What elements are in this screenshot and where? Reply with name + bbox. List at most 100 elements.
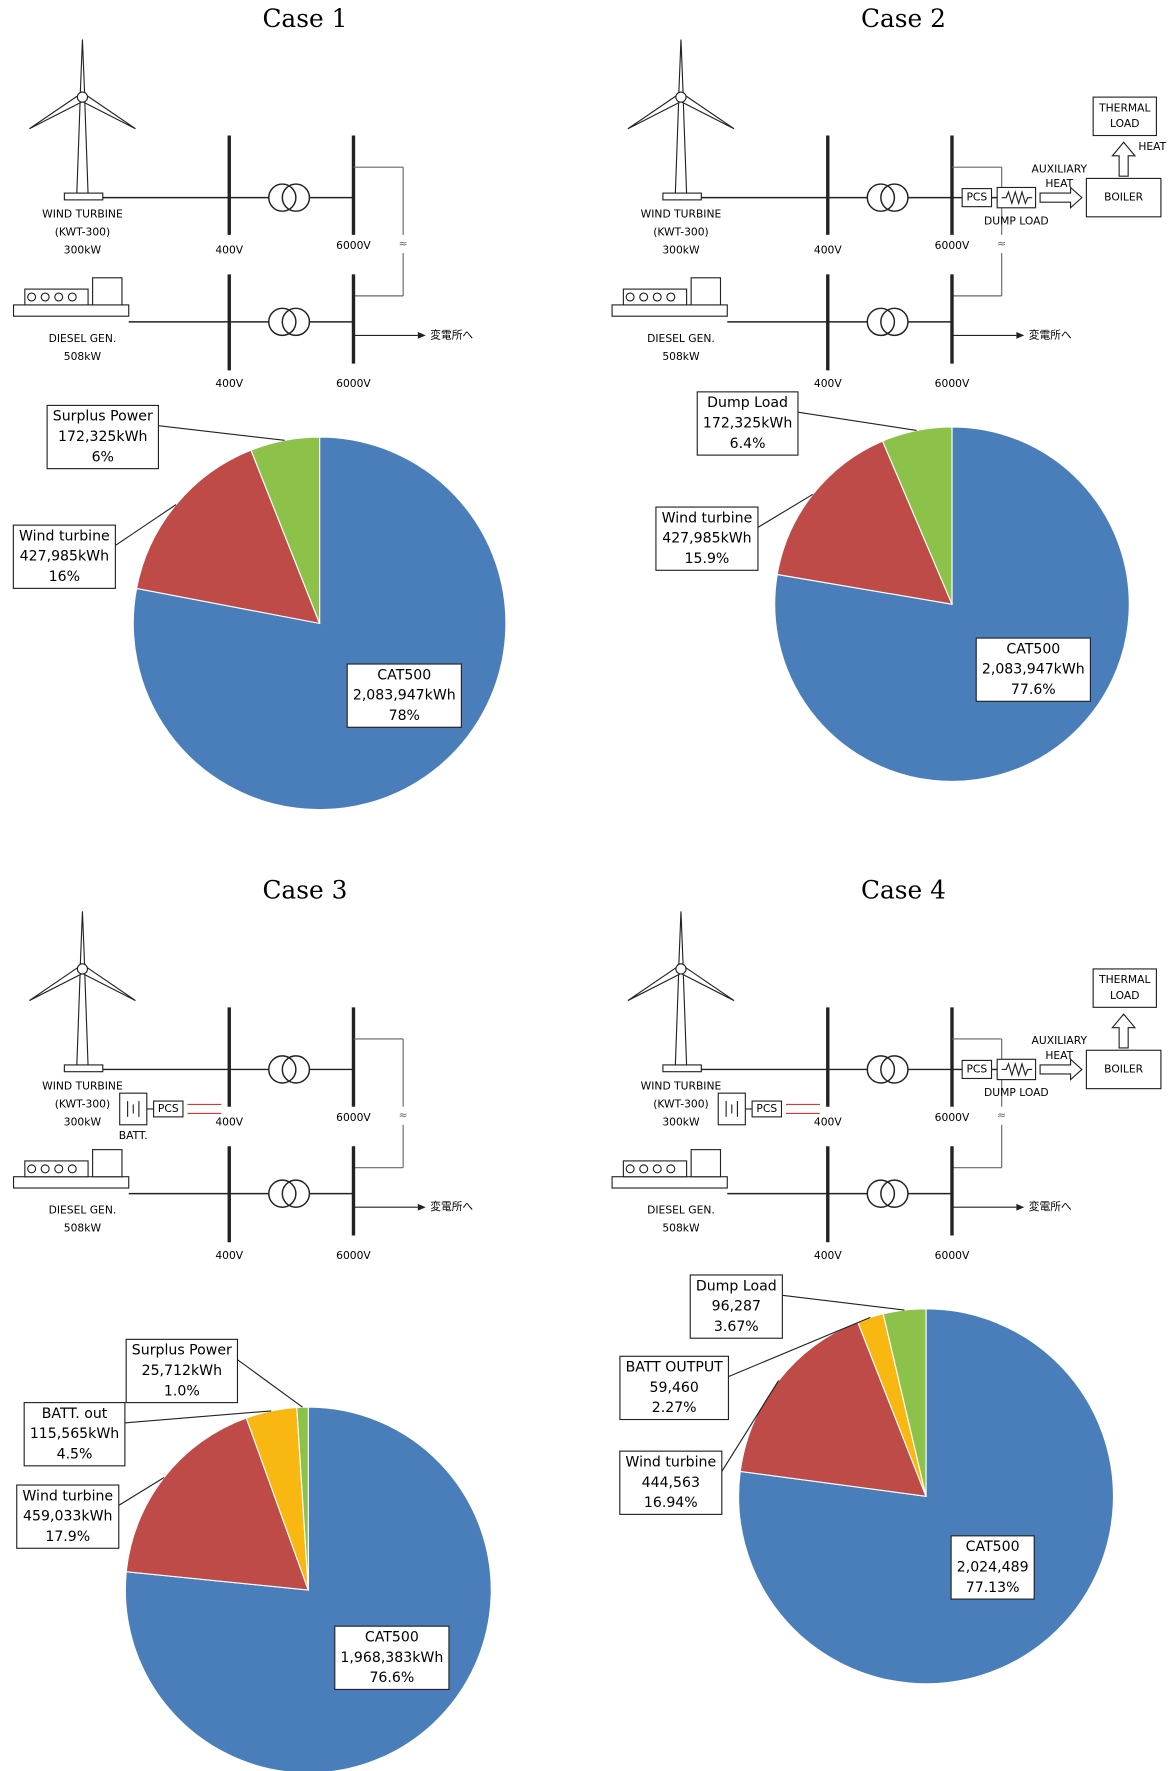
turbine-blade: [680, 965, 735, 1002]
diesel-generator: [92, 277, 123, 306]
break-mark: ≈: [997, 237, 1006, 250]
diagram-label: 6000V: [336, 1111, 371, 1124]
data-label-box: [696, 391, 799, 456]
leader-line: [118, 1476, 165, 1506]
arrow-head: [417, 332, 426, 339]
leader-line: [115, 504, 177, 546]
diagram-label: 400V: [814, 1249, 842, 1262]
pie-slice: [881, 426, 953, 605]
diesel-cylinder: [67, 1164, 77, 1174]
diagram-label: 6000V: [935, 1111, 970, 1124]
pie-slice: [125, 1417, 310, 1591]
data-label: 3.67%: [714, 1319, 759, 1335]
transformer: [281, 1179, 311, 1208]
data-label: 172,325kWh: [703, 415, 792, 431]
turbine-tower: [674, 98, 688, 195]
diagram-label: 400V: [814, 244, 842, 257]
diagram: WIND TURBINE (KWT-300) 300kW DIESEL GEN. 508…: [611, 39, 1167, 390]
transformer: [268, 1179, 297, 1208]
data-label: 16.94%: [644, 1495, 698, 1511]
pie-slice: [135, 449, 321, 625]
data-label-box: [619, 1355, 730, 1421]
diagram-label: DIESEL GEN.: [647, 332, 715, 345]
data-label: CAT500: [966, 1539, 1020, 1555]
transformer: [281, 307, 311, 337]
data-label: 1.0%: [164, 1383, 200, 1399]
arrow-head: [1016, 1203, 1025, 1211]
diesel-cylinder: [67, 292, 77, 302]
data-label: 4.5%: [57, 1447, 93, 1463]
diesel-base: [12, 304, 130, 317]
data-label: BATT. out: [42, 1406, 108, 1422]
data-label-box: [346, 663, 462, 728]
break-mark: ≈: [997, 1109, 1006, 1122]
diagram-label: THERMAL: [1098, 101, 1150, 114]
data-label: 17.9%: [45, 1529, 90, 1545]
data-label: 1,968,383kWh: [340, 1650, 443, 1666]
figure-content: WIND TURBINE (KWT-300) 300kW DIESEL GEN. 508…: [12, 4, 1167, 1771]
diagram-label: DIESEL GEN.: [49, 1204, 117, 1217]
diagram-label: THERMAL: [1098, 973, 1150, 986]
diagram-label: 6000V: [935, 239, 970, 252]
data-label: 427,985kWh: [20, 549, 109, 565]
thermal-load-box: [1092, 96, 1157, 137]
arrow-head: [1016, 332, 1025, 339]
diagram-label: 6000V: [935, 1249, 970, 1262]
data-label: 15.9%: [685, 551, 730, 567]
heat-arrow: [1039, 1058, 1083, 1081]
diesel-cylinder: [652, 292, 662, 302]
diagram-label: HEAT: [1138, 140, 1166, 153]
data-label: 6.4%: [730, 436, 766, 452]
diagram-label: 400V: [215, 1116, 243, 1129]
pie-slice: [296, 1406, 309, 1591]
diesel-generator: [690, 1149, 722, 1178]
diagram-label: 6000V: [336, 377, 371, 390]
diagram-label: BATT.: [119, 1129, 148, 1142]
diagram-label: 6000V: [336, 239, 371, 252]
thermal-load-box: [1092, 968, 1157, 1008]
diesel-base: [611, 1176, 728, 1189]
data-label: Dump Load: [707, 395, 788, 411]
data-label-box: [334, 1625, 450, 1690]
heat-arrow: [1039, 186, 1083, 210]
data-label: Wind turbine: [662, 510, 753, 526]
transformer: [866, 183, 896, 212]
data-label-box: [12, 524, 116, 589]
diesel-cylinder: [625, 1164, 635, 1174]
leader-line: [797, 411, 917, 432]
data-label-box: [655, 506, 759, 571]
turbine-hub: [675, 963, 687, 975]
data-label: 427,985kWh: [662, 531, 751, 547]
leader-line: [721, 1380, 780, 1472]
chart-title: Case 2: [861, 4, 946, 33]
break-mark: ≈: [399, 237, 408, 250]
diagram-label: WIND TURBINE: [641, 1079, 722, 1092]
data-label: 172,325kWh: [58, 429, 147, 445]
diesel-cylinder: [27, 1164, 37, 1174]
pcs-box: [153, 1100, 184, 1118]
data-label: 6%: [92, 449, 114, 465]
data-label: 25,712kWh: [142, 1363, 222, 1379]
diagram-label: 変電所へ: [1029, 328, 1072, 341]
data-label: 2.27%: [652, 1400, 697, 1416]
diesel-cylinder: [40, 292, 50, 302]
chart-title: Case 1: [262, 4, 347, 33]
chart-title: Case 4: [861, 876, 946, 905]
diesel-cylinder: [54, 1164, 64, 1174]
data-label-box: [16, 1484, 120, 1549]
diagram-label: DIESEL GEN.: [49, 332, 117, 345]
diesel-base: [12, 1176, 130, 1189]
diagram-label: 400V: [215, 1249, 243, 1262]
data-label: BATT OUTPUT: [626, 1360, 724, 1376]
diagram-label: (KWT-300): [55, 1097, 111, 1110]
data-label: Wind turbine: [19, 528, 110, 544]
data-label: 16%: [49, 569, 80, 585]
turbine-blade: [678, 911, 684, 969]
break-mark: ≈: [399, 1109, 408, 1122]
diagram-label: LOAD: [1110, 989, 1139, 1002]
diagram-label: 508kW: [662, 350, 700, 363]
turbine-blade: [678, 39, 684, 97]
arrow-head: [417, 1203, 426, 1211]
turbine-tower: [76, 970, 89, 1067]
diagram-label: BOILER: [1104, 1062, 1144, 1075]
